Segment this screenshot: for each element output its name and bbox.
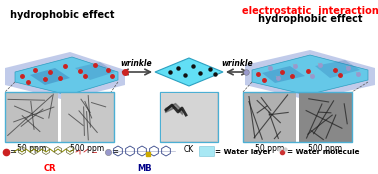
Polygon shape — [15, 57, 118, 95]
Text: 50 ppm: 50 ppm — [17, 144, 46, 153]
Bar — [5, 92, 114, 142]
Bar — [161, 93, 217, 141]
Polygon shape — [75, 62, 115, 80]
Text: = Water layer: = Water layer — [215, 149, 271, 155]
Bar — [243, 92, 352, 142]
Text: 500 ppm: 500 ppm — [70, 144, 105, 153]
Text: hydrophobic effect: hydrophobic effect — [10, 10, 114, 20]
Bar — [61, 92, 114, 142]
Text: CK: CK — [184, 145, 194, 154]
Polygon shape — [245, 50, 375, 100]
Text: CR: CR — [44, 164, 56, 173]
Text: 500 ppm: 500 ppm — [308, 144, 342, 153]
Polygon shape — [5, 52, 125, 100]
Bar — [243, 92, 296, 142]
Polygon shape — [155, 58, 223, 86]
Text: =: = — [9, 148, 16, 156]
Text: MB: MB — [138, 164, 152, 173]
Polygon shape — [30, 68, 70, 85]
Bar — [5, 92, 58, 142]
Polygon shape — [315, 60, 360, 78]
Bar — [160, 92, 218, 142]
Bar — [299, 92, 352, 142]
Text: = Water molecule: = Water molecule — [287, 149, 359, 155]
Polygon shape — [262, 66, 305, 83]
Text: wrinkle: wrinkle — [120, 59, 152, 68]
Text: =: = — [111, 148, 118, 156]
FancyBboxPatch shape — [200, 147, 214, 156]
Text: wrinkle: wrinkle — [221, 59, 253, 68]
Text: 50 ppm: 50 ppm — [255, 144, 284, 153]
Text: electrostatic  interaction: electrostatic interaction — [242, 6, 378, 16]
Text: hydrophobic effect: hydrophobic effect — [258, 14, 362, 24]
Polygon shape — [252, 55, 368, 95]
